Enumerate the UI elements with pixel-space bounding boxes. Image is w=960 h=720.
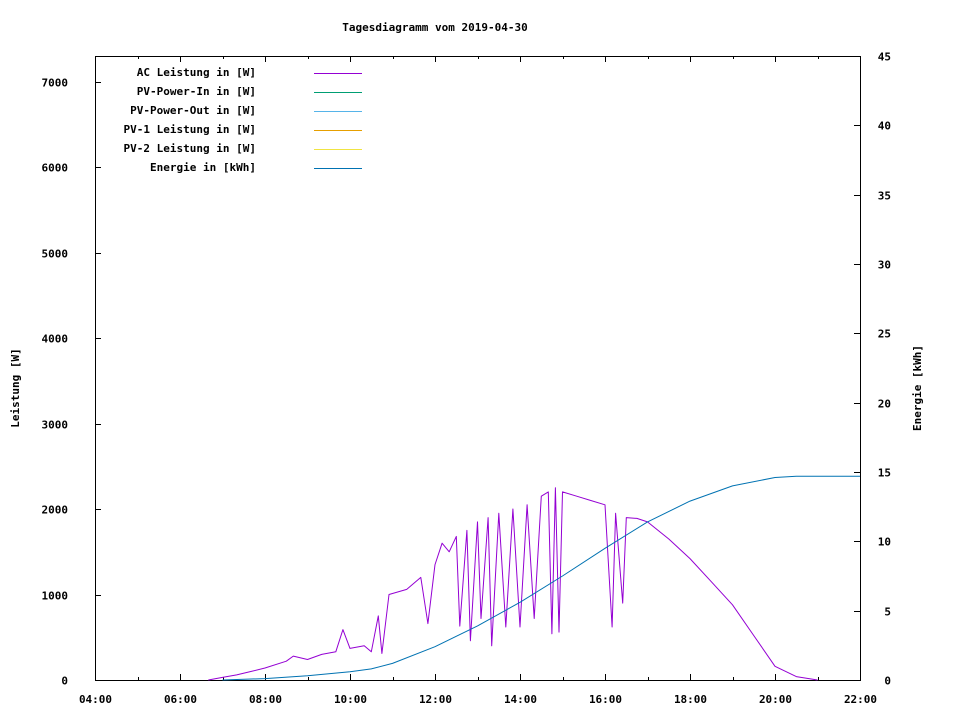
legend-label: PV-1 Leistung in [W] (124, 123, 256, 136)
y-tick-label: 3000 (42, 419, 69, 432)
y2-tick-label: 0 (884, 675, 891, 688)
x-tick-label: 20:00 (759, 693, 792, 706)
y2-axis-label: Energie [kWh] (911, 345, 924, 431)
y2-tick-label: 20 (878, 398, 891, 411)
y-tick-label: 6000 (42, 162, 69, 175)
x-tick-label: 12:00 (419, 693, 452, 706)
x-tick-label: 08:00 (249, 693, 282, 706)
y-tick-label: 7000 (42, 77, 69, 90)
y2-tick-label: 30 (878, 259, 891, 272)
series-line (222, 475, 860, 681)
legend-label: Energie in [kWh] (150, 161, 256, 174)
y2-tick-label: 45 (878, 51, 891, 64)
legend: AC Leistung in [W] PV-Power-In in [W] PV-P… (124, 66, 362, 174)
series-line (208, 487, 818, 681)
axis-ticks: 04:00 06:00 08:00 10:00 12:00 14:00 16:00 18:00… (42, 51, 892, 707)
y-tick-label: 4000 (42, 333, 69, 346)
series-lines (208, 475, 860, 681)
legend-label: PV-Power-In in [W] (137, 85, 256, 98)
y-tick-label: 0 (61, 675, 68, 688)
y2-tick-label: 10 (878, 536, 891, 549)
x-tick-label: 06:00 (164, 693, 197, 706)
y2-tick-label: 15 (878, 467, 891, 480)
x-tick-label: 16:00 (589, 693, 622, 706)
x-tick-label: 10:00 (334, 693, 367, 706)
y2-tick-label: 40 (878, 120, 891, 133)
y-axis-label: Leistung [W] (9, 348, 22, 427)
y2-tick-label: 5 (884, 606, 891, 619)
x-tick-label: 04:00 (79, 693, 112, 706)
y-tick-label: 1000 (42, 590, 69, 603)
y-tick-label: 5000 (42, 248, 69, 261)
y-tick-label: 2000 (42, 504, 69, 517)
x-tick-label: 22:00 (844, 693, 877, 706)
y2-tick-label: 25 (878, 328, 891, 341)
legend-label: PV-Power-Out in [W] (130, 104, 256, 117)
legend-label: AC Leistung in [W] (137, 66, 256, 79)
legend-label: PV-2 Leistung in [W] (124, 142, 256, 155)
x-tick-label: 18:00 (674, 693, 707, 706)
x-tick-label: 14:00 (504, 693, 537, 706)
y2-tick-label: 35 (878, 190, 891, 203)
chart-title: Tagesdiagramm vom 2019-04-30 (342, 21, 527, 34)
